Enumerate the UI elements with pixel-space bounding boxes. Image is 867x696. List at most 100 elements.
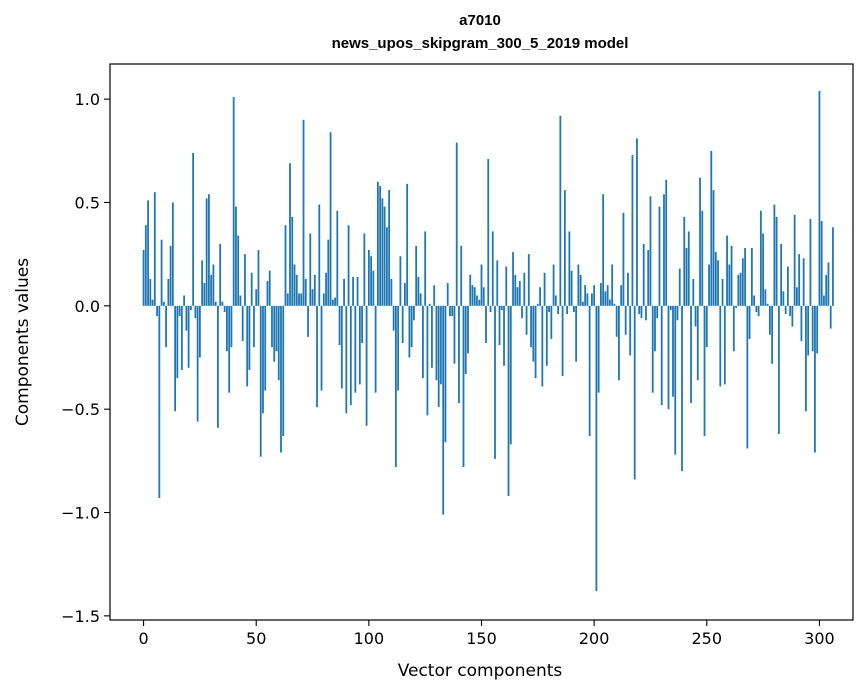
bar bbox=[672, 305, 674, 397]
bar bbox=[455, 142, 458, 306]
bar bbox=[482, 287, 485, 306]
bar bbox=[703, 305, 706, 437]
x-tick-label: 300 bbox=[804, 629, 835, 648]
bar bbox=[602, 194, 605, 306]
bar bbox=[586, 293, 589, 306]
bar bbox=[282, 305, 285, 437]
bar bbox=[462, 305, 465, 468]
bar bbox=[208, 194, 210, 306]
bar bbox=[728, 264, 731, 306]
bar bbox=[575, 305, 578, 362]
bar bbox=[777, 305, 780, 434]
bar bbox=[791, 305, 794, 327]
bar bbox=[309, 233, 312, 306]
bar bbox=[241, 305, 244, 341]
bar bbox=[764, 289, 767, 306]
bar bbox=[694, 305, 697, 327]
bar bbox=[223, 305, 226, 313]
bar bbox=[467, 305, 469, 354]
bar bbox=[723, 305, 726, 385]
bar bbox=[275, 305, 278, 352]
bar bbox=[286, 293, 289, 306]
bar bbox=[385, 227, 388, 306]
bar bbox=[523, 272, 526, 306]
bar bbox=[151, 299, 154, 306]
bar bbox=[667, 305, 670, 410]
bar bbox=[631, 154, 634, 306]
bar bbox=[345, 305, 348, 414]
bar bbox=[257, 250, 260, 306]
bar bbox=[194, 305, 197, 319]
bar bbox=[676, 305, 679, 321]
bar bbox=[766, 303, 769, 306]
bar bbox=[347, 225, 350, 306]
bar bbox=[800, 305, 803, 341]
bar bbox=[613, 303, 616, 306]
bar bbox=[401, 305, 404, 344]
y-tick-label: −1.0 bbox=[61, 504, 100, 523]
bar bbox=[169, 245, 172, 306]
bar bbox=[796, 287, 798, 306]
bar bbox=[313, 274, 316, 306]
bar bbox=[534, 305, 537, 379]
bar bbox=[552, 264, 555, 306]
bar bbox=[291, 216, 294, 306]
bar bbox=[712, 190, 715, 306]
bar bbox=[203, 283, 206, 306]
bar bbox=[719, 305, 722, 387]
bar bbox=[174, 305, 177, 412]
bar bbox=[600, 283, 602, 306]
bar bbox=[289, 163, 291, 306]
bar bbox=[638, 305, 641, 315]
bar bbox=[590, 293, 593, 306]
bar bbox=[633, 305, 636, 480]
bar bbox=[507, 305, 510, 496]
bar bbox=[331, 299, 334, 306]
bar bbox=[780, 243, 783, 306]
bar bbox=[476, 295, 478, 306]
y-tick-label: 1.0 bbox=[75, 90, 100, 109]
bar bbox=[325, 272, 327, 306]
bar bbox=[329, 132, 332, 306]
bar bbox=[514, 274, 517, 306]
bar bbox=[363, 233, 366, 306]
bar bbox=[232, 97, 235, 306]
bar bbox=[480, 264, 483, 306]
bar bbox=[381, 198, 384, 306]
bar bbox=[248, 305, 251, 370]
bar bbox=[419, 293, 422, 306]
bar bbox=[543, 272, 546, 306]
bar bbox=[624, 305, 627, 335]
bar bbox=[755, 305, 758, 313]
bar bbox=[823, 295, 825, 306]
bar bbox=[563, 190, 566, 306]
bar bbox=[340, 305, 343, 389]
bar bbox=[212, 264, 215, 306]
bar bbox=[753, 295, 755, 306]
bar bbox=[717, 260, 719, 306]
bar bbox=[814, 305, 816, 453]
bar bbox=[410, 305, 413, 348]
bar bbox=[417, 276, 420, 306]
bar bbox=[349, 305, 352, 406]
bar bbox=[609, 299, 611, 306]
bar bbox=[354, 305, 357, 393]
bar bbox=[383, 206, 386, 306]
bar bbox=[228, 305, 231, 393]
chart-title-line-2: news_upos_skipgram_300_5_2019 model bbox=[332, 35, 629, 52]
bar bbox=[816, 305, 819, 354]
bar bbox=[521, 305, 523, 319]
bar bbox=[516, 287, 519, 306]
bar bbox=[162, 301, 165, 306]
bar bbox=[217, 305, 219, 428]
bar bbox=[426, 305, 429, 416]
bar bbox=[692, 278, 695, 306]
bar bbox=[654, 305, 656, 352]
bar bbox=[829, 305, 832, 329]
bar bbox=[802, 258, 805, 306]
bar bbox=[786, 266, 789, 306]
bar bbox=[525, 305, 528, 335]
bar bbox=[449, 305, 451, 317]
